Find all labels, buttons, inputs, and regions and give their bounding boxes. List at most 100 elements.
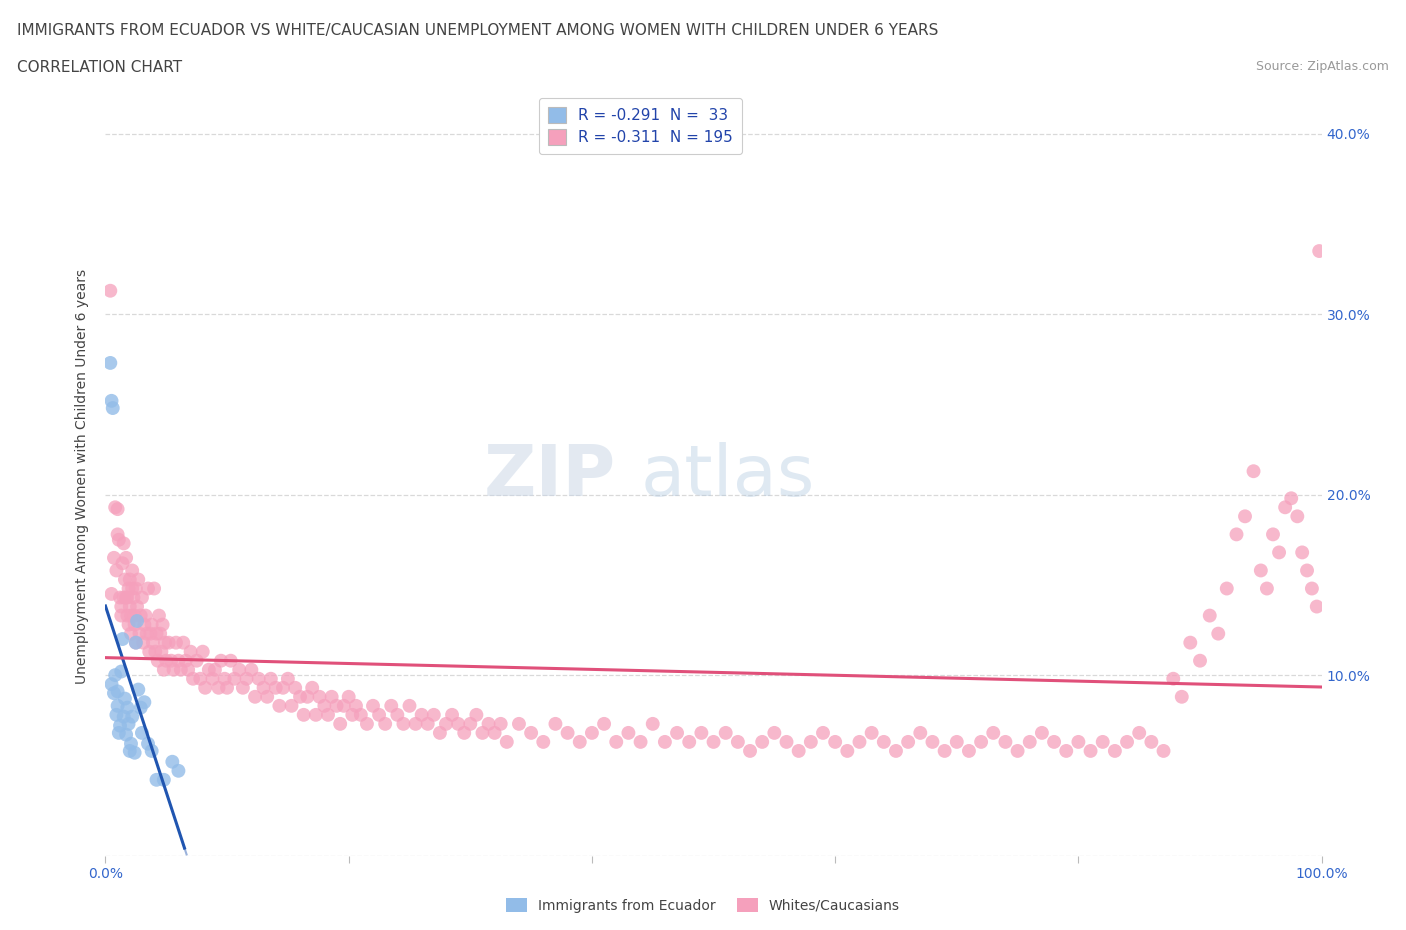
- Point: [508, 716, 530, 731]
- Point: [108, 532, 131, 547]
- Point: [325, 698, 347, 713]
- Point: [1261, 527, 1284, 542]
- Point: [167, 764, 190, 778]
- Point: [98, 355, 121, 370]
- Point: [1180, 635, 1202, 650]
- Point: [101, 401, 124, 416]
- Point: [232, 681, 254, 696]
- Point: [678, 735, 700, 750]
- Point: [447, 716, 470, 731]
- Point: [153, 635, 176, 650]
- Point: [934, 743, 956, 758]
- Point: [1291, 545, 1313, 560]
- Point: [120, 737, 142, 751]
- Point: [155, 653, 177, 668]
- Point: [174, 653, 197, 668]
- Point: [131, 591, 153, 605]
- Point: [1080, 743, 1102, 758]
- Point: [117, 716, 139, 731]
- Point: [994, 735, 1017, 750]
- Point: [128, 626, 150, 641]
- Point: [1216, 581, 1239, 596]
- Point: [727, 735, 749, 750]
- Point: [108, 591, 131, 605]
- Point: [380, 698, 402, 713]
- Point: [201, 671, 224, 686]
- Point: [350, 708, 373, 723]
- Point: [314, 698, 336, 713]
- Point: [910, 725, 932, 740]
- Point: [124, 745, 146, 760]
- Point: [1306, 599, 1329, 614]
- Point: [1018, 735, 1040, 750]
- Point: [131, 725, 153, 740]
- Point: [112, 710, 135, 724]
- Point: [860, 725, 883, 740]
- Point: [134, 695, 156, 710]
- Point: [1067, 735, 1090, 750]
- Point: [288, 689, 311, 704]
- Point: [387, 708, 409, 723]
- Point: [118, 599, 141, 614]
- Point: [581, 725, 603, 740]
- Point: [150, 644, 173, 659]
- Point: [121, 710, 143, 724]
- Point: [145, 626, 167, 641]
- Point: [115, 551, 138, 565]
- Point: [110, 664, 132, 679]
- Point: [160, 653, 183, 668]
- Point: [194, 681, 217, 696]
- Point: [125, 635, 148, 650]
- Point: [138, 644, 160, 659]
- Point: [811, 725, 834, 740]
- Point: [170, 662, 193, 677]
- Point: [471, 725, 494, 740]
- Point: [105, 708, 128, 723]
- Point: [115, 591, 138, 605]
- Point: [177, 662, 200, 677]
- Point: [787, 743, 810, 758]
- Point: [356, 716, 378, 731]
- Point: [666, 725, 689, 740]
- Point: [125, 614, 148, 629]
- Point: [316, 708, 339, 723]
- Point: [143, 644, 166, 659]
- Point: [121, 563, 143, 578]
- Point: [135, 608, 157, 623]
- Point: [108, 725, 131, 740]
- Point: [1301, 581, 1323, 596]
- Point: [405, 716, 427, 731]
- Point: [256, 689, 278, 704]
- Point: [458, 716, 481, 731]
- Point: [235, 671, 257, 686]
- Point: [148, 608, 170, 623]
- Point: [531, 735, 554, 750]
- Point: [1104, 743, 1126, 758]
- Point: [1279, 491, 1302, 506]
- Point: [117, 591, 139, 605]
- Point: [228, 662, 250, 677]
- Point: [240, 662, 263, 677]
- Point: [398, 698, 420, 713]
- Point: [690, 725, 713, 740]
- Point: [124, 618, 146, 632]
- Point: [1054, 743, 1077, 758]
- Point: [157, 635, 180, 650]
- Point: [1007, 743, 1029, 758]
- Point: [333, 698, 356, 713]
- Point: [243, 689, 266, 704]
- Point: [252, 681, 274, 696]
- Point: [361, 698, 384, 713]
- Point: [1140, 735, 1163, 750]
- Point: [264, 681, 287, 696]
- Point: [224, 671, 246, 686]
- Point: [141, 743, 163, 758]
- Point: [107, 698, 129, 713]
- Point: [284, 681, 307, 696]
- Point: [108, 718, 131, 733]
- Point: [297, 689, 319, 704]
- Point: [292, 708, 315, 723]
- Point: [308, 689, 330, 704]
- Point: [1256, 581, 1278, 596]
- Point: [162, 754, 184, 769]
